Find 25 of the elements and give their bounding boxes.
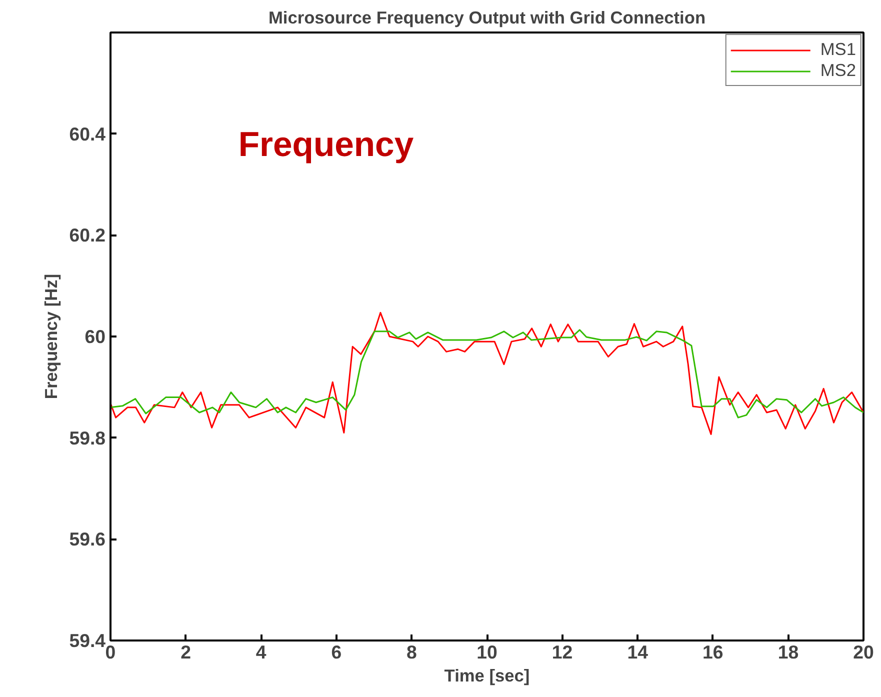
x-tick-label: 10 (476, 642, 498, 662)
line-series (110, 329, 864, 418)
x-tick-label: 4 (256, 642, 267, 662)
y-tick-label: 60.4 (69, 123, 106, 144)
annotation: Frequency (238, 126, 414, 164)
legend-label: MS1 (820, 39, 856, 60)
x-tick-label: 18 (778, 642, 799, 662)
legend-label: MS2 (820, 60, 856, 81)
x-tick-label: 16 (702, 642, 724, 662)
x-tick-label: 6 (331, 642, 342, 662)
x-tick-label: 8 (406, 642, 417, 662)
x-tick-label: 0 (105, 642, 116, 662)
y-tick-label: 60 (84, 326, 106, 347)
x-tick-label: 12 (552, 642, 573, 662)
x-tick-label: 20 (853, 642, 874, 662)
x-tick-label: 14 (627, 642, 649, 662)
y-tick-label: 59.8 (69, 427, 106, 448)
y-tick-label: 59.4 (69, 630, 106, 651)
y-tick-label: 60.2 (69, 224, 106, 246)
y-axis-title: Frequency [Hz] (41, 274, 62, 400)
x-tick-label: 2 (180, 642, 192, 662)
x-axis-title: Time [sec] (444, 666, 530, 686)
line-series (110, 312, 864, 436)
chart-title: Microsource Frequency Output with Grid Connection (268, 8, 706, 28)
y-tick-label: 59.6 (69, 528, 106, 550)
